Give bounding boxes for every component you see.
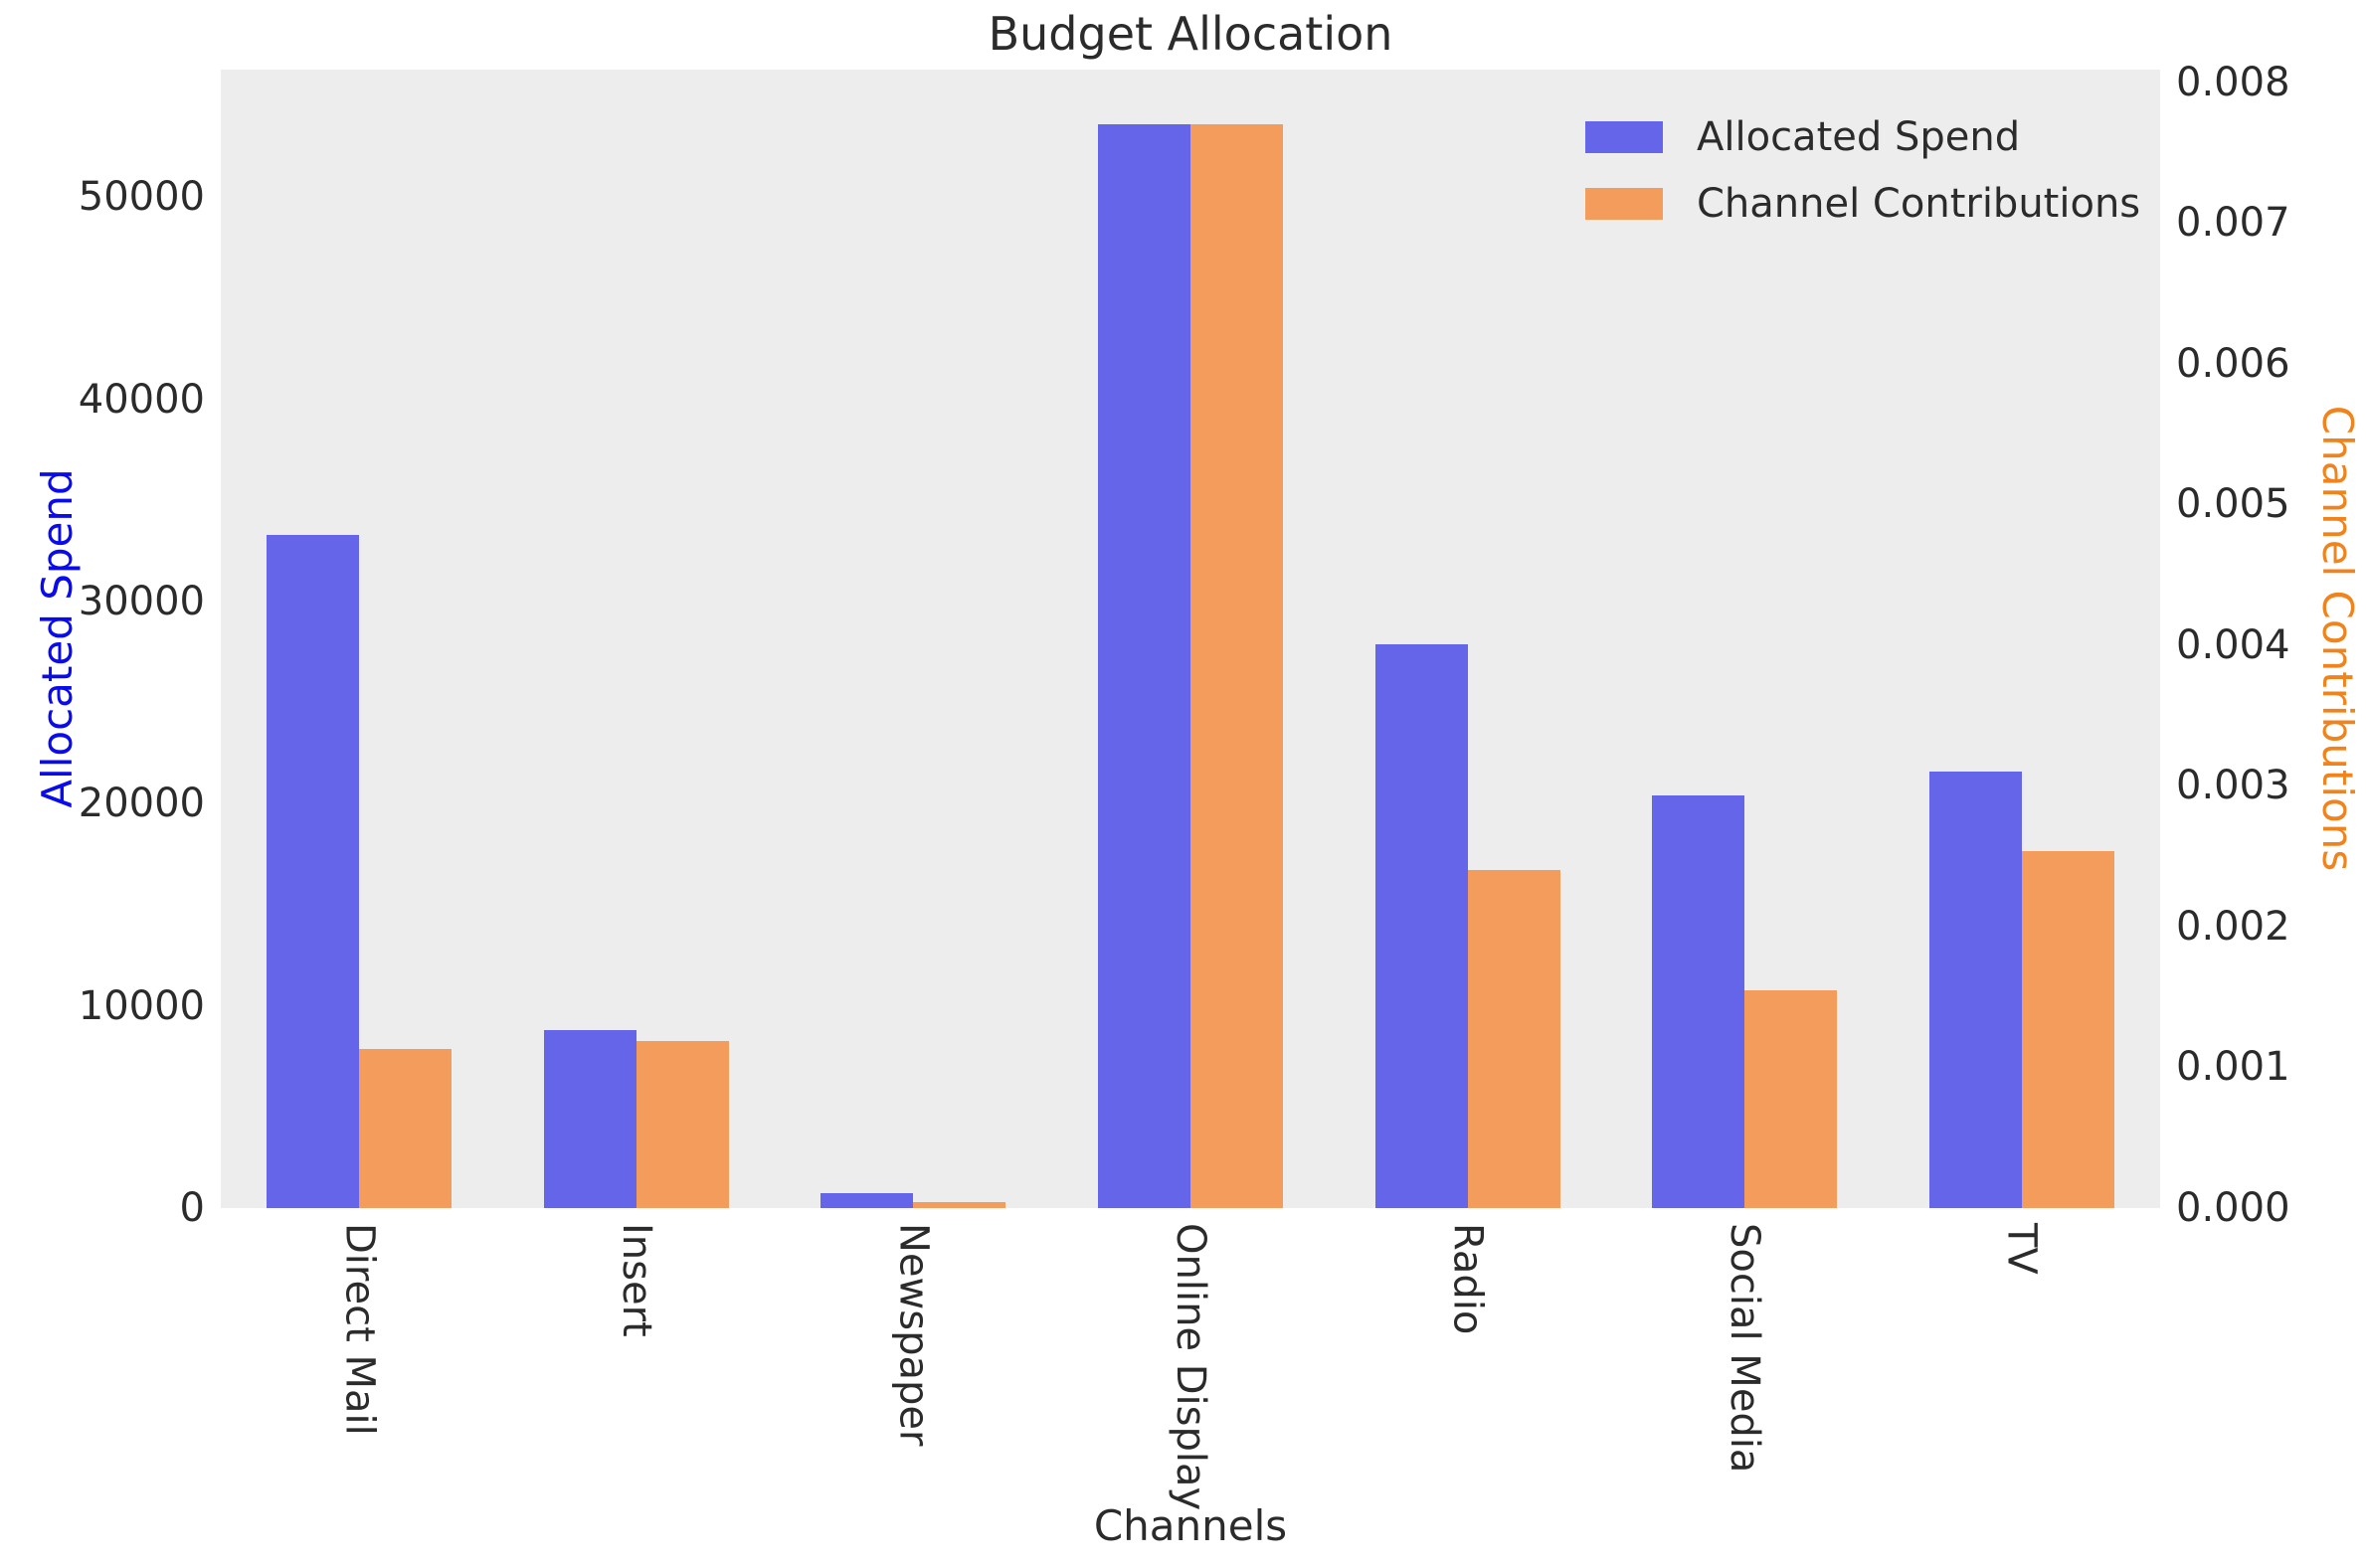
right-y-tick-label: 0.004 [2176,621,2290,668]
legend-label-channel-contributions: Channel Contributions [1697,180,2141,227]
x-axis-label: Channels [1093,1501,1288,1550]
plot-area [221,70,2160,1208]
bar-allocated-spend-newspaper [820,1192,914,1208]
right-y-tick-label: 0.007 [2176,200,2290,247]
legend-label-allocated-spend: Allocated Spend [1697,113,2021,160]
x-tick-label-insert: Insert [613,1223,659,1337]
legend-item-allocated-spend: Allocated Spend [1585,103,2140,170]
bar-channel-contributions-online-display [1190,124,1283,1208]
right-y-tick-label: 0.008 [2176,59,2290,105]
right-y-tick-label: 0.003 [2176,763,2290,809]
bar-allocated-spend-direct-mail [267,534,360,1208]
left-y-tick-label: 20000 [78,781,205,827]
bar-channel-contributions-insert [636,1040,729,1208]
left-y-tick-label: 0 [179,1185,205,1231]
bar-channel-contributions-tv [2021,850,2114,1208]
right-y-tick-label: 0.000 [2176,1185,2290,1231]
right-y-tick-label: 0.006 [2176,340,2290,387]
bar-allocated-spend-social-media [1652,795,1745,1208]
x-tick-label-radio: Radio [1444,1223,1491,1335]
x-tick-label-online-display: Online Display [1168,1223,1213,1511]
right-y-tick-label: 0.002 [2176,903,2290,950]
left-y-axis-label: Allocated Spend [33,468,82,808]
left-y-tick-label: 30000 [78,578,205,624]
bar-channel-contributions-radio [1467,870,1560,1208]
x-tick-label-social-media: Social Media [1722,1223,1768,1474]
right-y-tick-label: 0.005 [2176,481,2290,528]
right-y-tick-label: 0.001 [2176,1044,2290,1091]
x-tick-label-tv: TV [1998,1223,2045,1275]
x-tick-label-newspaper: Newspaper [890,1223,937,1447]
chart-title: Budget Allocation [988,7,1393,61]
x-tick-label-direct-mail: Direct Mail [336,1223,383,1436]
left-y-tick-label: 40000 [78,376,205,423]
right-y-axis-label: Channel Contributions [2313,405,2362,872]
legend-swatch-allocated-spend [1585,120,1663,153]
bar-channel-contributions-social-media [1744,989,1838,1208]
bar-allocated-spend-tv [1928,771,2022,1208]
bar-allocated-spend-radio [1374,643,1468,1208]
legend-item-channel-contributions: Channel Contributions [1585,170,2140,237]
left-y-tick-label: 50000 [78,174,205,221]
legend: Allocated Spend Channel Contributions [1585,103,2140,237]
bar-allocated-spend-online-display [1098,123,1190,1208]
bar-channel-contributions-direct-mail [359,1049,453,1208]
bar-channel-contributions-newspaper [913,1202,1006,1208]
left-y-tick-label: 10000 [78,982,205,1029]
bar-allocated-spend-insert [543,1030,637,1208]
legend-swatch-channel-contributions [1585,187,1663,220]
